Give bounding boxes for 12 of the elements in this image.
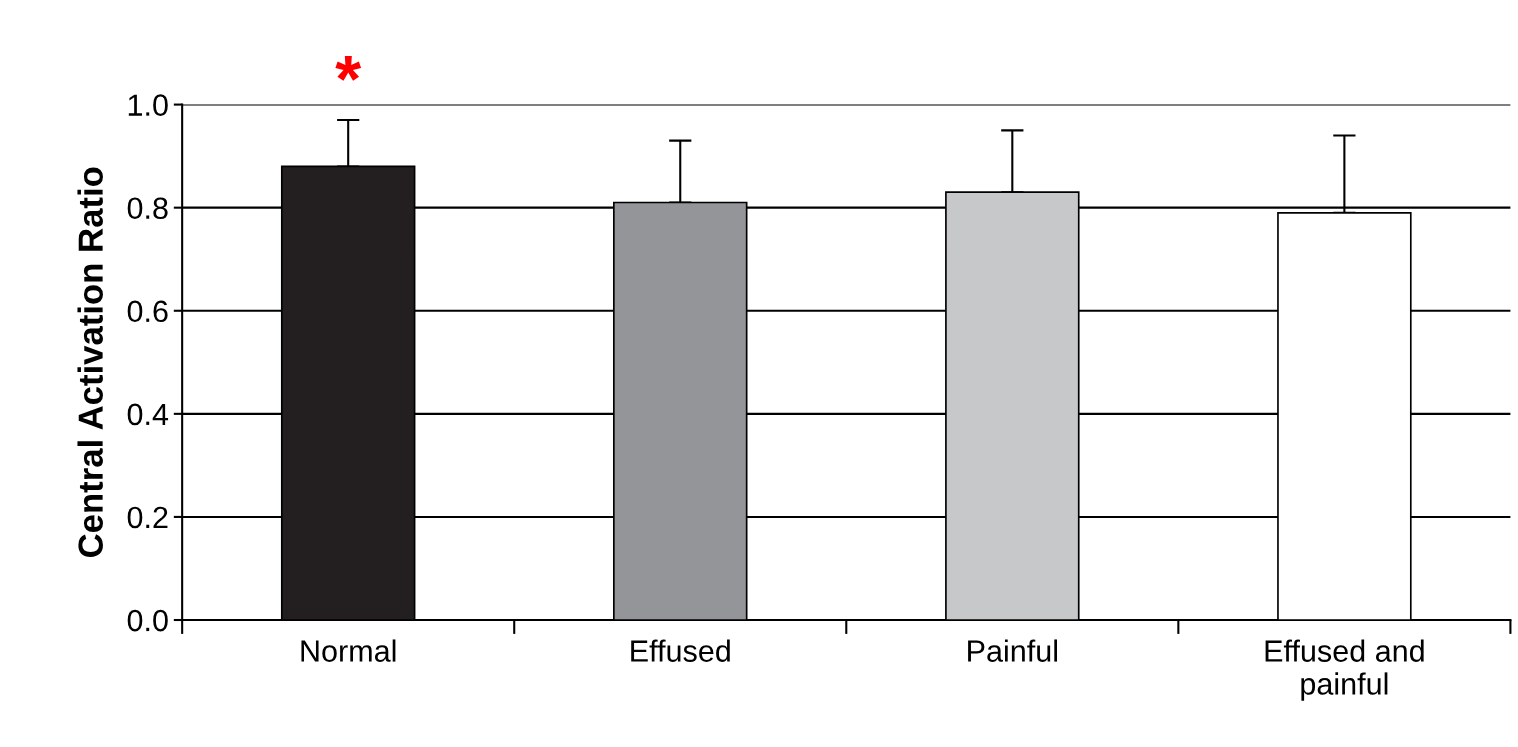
x-tick-label: Effused	[631, 639, 730, 662]
x-tick-label: Painful	[968, 639, 1057, 662]
y-tick-label: 0.2	[127, 506, 168, 529]
text: *	[335, 55, 362, 81]
x-tick-label: Normal	[301, 639, 396, 662]
y-tick-label: 0.6	[127, 300, 168, 323]
x-tick-label: Effused and painful	[1265, 639, 1424, 701]
y-tick-label: 1.0	[128, 94, 168, 116]
y-tick-label: 0.4	[127, 403, 169, 426]
y-tick-label: 0.8	[127, 197, 168, 220]
y-tick-label: 0.0	[127, 609, 168, 632]
y-axis-title: Central Activation Ratio	[77, 167, 103, 557]
